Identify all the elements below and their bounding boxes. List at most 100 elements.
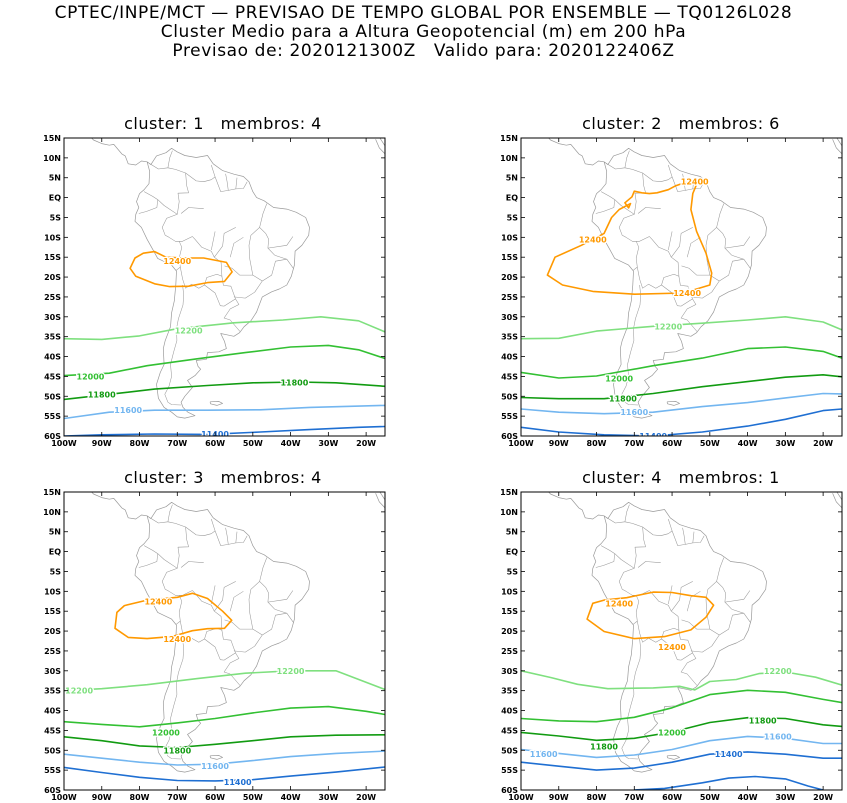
country-border [214, 527, 229, 546]
country-border [671, 527, 686, 546]
contour-label: 11600 [201, 762, 229, 771]
lat-tick-label: 30S [44, 667, 61, 676]
lon-tick-label: 20W [356, 793, 376, 802]
coastline [832, 492, 842, 509]
contour-label: 12000 [605, 374, 633, 383]
contour-line [64, 766, 385, 782]
lat-tick-label: 35S [44, 333, 61, 342]
lat-tick-label: 5N [506, 528, 518, 537]
lon-tick-label: 60W [662, 793, 682, 802]
country-border [637, 561, 661, 568]
contour-label: 11400 [715, 750, 743, 759]
lat-tick-label: EQ [49, 548, 61, 557]
lon-tick-label: 30W [318, 439, 338, 448]
contour-line [64, 381, 385, 401]
coastline [548, 138, 605, 166]
coastline [666, 401, 680, 406]
lat-tick-label: 35S [44, 687, 61, 696]
contour-label: 12400 [605, 599, 633, 608]
header-line-1: CPTEC/INPE/MCT — PREVISAO DE TEMPO GLOBA… [54, 3, 793, 23]
country-border [637, 207, 661, 214]
lat-tick-label: 40S [44, 353, 61, 362]
lon-tick-label: 60W [662, 439, 682, 448]
coastline [126, 492, 128, 493]
country-border [259, 557, 268, 582]
lat-tick-label: 55S [44, 766, 61, 775]
coastline [603, 125, 611, 127]
contour-label: 12000 [77, 372, 105, 381]
country-border [661, 630, 693, 661]
contour-line [64, 425, 385, 436]
country-border [621, 638, 641, 760]
lat-tick-label: 15S [501, 253, 518, 262]
header-line-2: Cluster Medio para a Altura Geopotencial… [160, 22, 687, 42]
coastline [146, 479, 154, 481]
coastline [618, 119, 640, 126]
coastline [645, 124, 651, 126]
contour-line [521, 735, 842, 759]
panel-3-title: cluster: 3 membros: 4 [124, 468, 322, 487]
contour-line [64, 344, 385, 377]
country-border [731, 608, 744, 614]
country-border [267, 590, 294, 603]
contour-line [521, 374, 842, 400]
coastline [209, 401, 223, 406]
lat-tick-label: 25S [501, 293, 518, 302]
country-border [686, 591, 701, 612]
lat-tick-label: 10N [500, 508, 518, 517]
country-border [624, 521, 646, 569]
lat-tick-label: EQ [506, 194, 518, 203]
lat-tick-label: 15N [43, 134, 61, 143]
lat-tick-label: 60S [44, 432, 61, 441]
lat-tick-label: 15N [500, 134, 518, 143]
lat-tick-label: 45S [44, 726, 61, 735]
country-border [680, 298, 698, 332]
coastline-south-america [591, 147, 767, 419]
coastline [666, 755, 680, 760]
country-border [229, 237, 244, 258]
country-border [274, 254, 287, 260]
lon-tick-label: 50W [700, 793, 720, 802]
coastline [548, 492, 605, 520]
country-border [685, 531, 695, 545]
country-border [248, 227, 275, 276]
lon-tick-label: 40W [738, 793, 758, 802]
country-border [642, 164, 673, 182]
country-border [214, 245, 223, 258]
coastline [121, 107, 160, 118]
lat-tick-label: 30S [501, 313, 518, 322]
country-border [223, 652, 241, 686]
country-border [259, 203, 268, 228]
contour-label: 12400 [163, 257, 191, 266]
lon-tick-label: 60W [205, 793, 225, 802]
lon-tick-label: 50W [243, 793, 263, 802]
lon-tick-label: 100W [51, 793, 77, 802]
country-border [679, 227, 693, 247]
contour-label: 12200 [764, 667, 792, 676]
contour-line [521, 716, 842, 742]
lat-tick-label: 35S [501, 333, 518, 342]
country-border [149, 150, 173, 170]
coastline [578, 107, 617, 118]
lat-tick-label: 55S [501, 766, 518, 775]
lat-tick-label: 10N [500, 154, 518, 163]
country-border [705, 581, 732, 630]
lon-tick-label: 20W [813, 793, 833, 802]
panel-3-map: 12400 12400 12200 12200 12000 11800 11600 11400 [64, 478, 385, 788]
lat-tick-label: 25S [44, 647, 61, 656]
lon-tick-label: 50W [700, 439, 720, 448]
contour-label: 11600 [530, 750, 558, 759]
coastline [188, 478, 194, 480]
country-border [204, 630, 236, 661]
country-border [224, 265, 263, 299]
country-border [223, 298, 241, 332]
lon-tick-label: 50W [243, 439, 263, 448]
lat-tick-label: 55S [501, 412, 518, 421]
lat-tick-label: 30S [44, 313, 61, 322]
coastline-south-america [134, 501, 310, 773]
country-border [267, 236, 294, 249]
lat-tick-label: 40S [501, 707, 518, 716]
country-border [204, 276, 236, 307]
lat-tick-label: 30S [501, 667, 518, 676]
lat-tick-label: 25S [501, 647, 518, 656]
